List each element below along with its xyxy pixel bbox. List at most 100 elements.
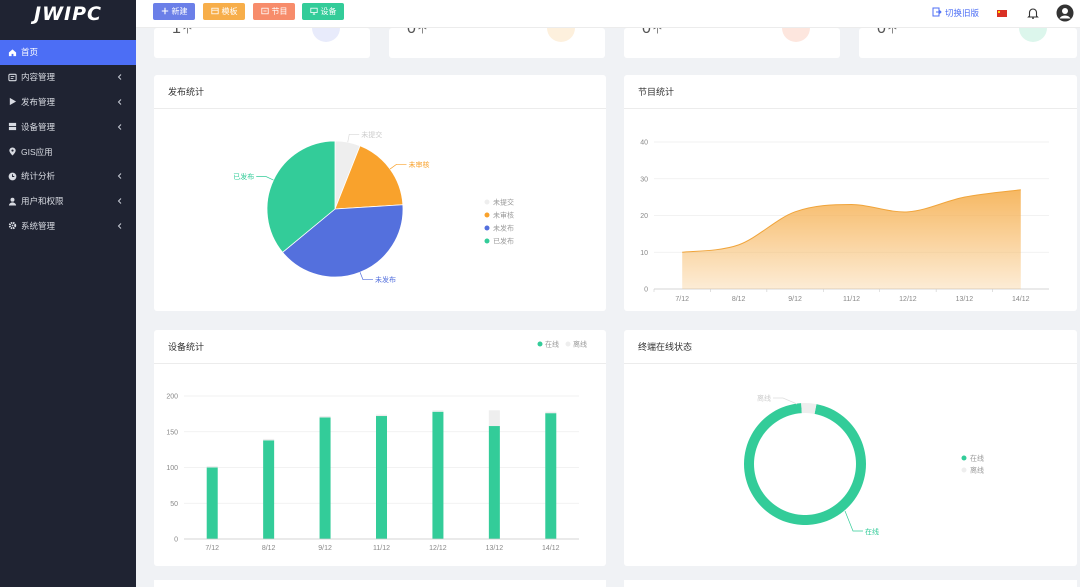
donut-label: 在线 [865,527,879,536]
pie-label: 未发布 [375,275,396,284]
legend-label: 在线 [970,454,984,463]
legend-marker [484,212,490,218]
pie-slice-3 [282,204,404,278]
next-panel-strip [624,580,1077,587]
sidebar-item-6[interactable]: 统计分析 [0,164,136,189]
play-icon [7,97,17,107]
x-tick-label: 14/12 [542,545,560,552]
donut-label-line [773,397,798,405]
pie-label: 已发布 [233,172,254,181]
stat-deco-icon [1019,28,1047,42]
x-tick-label: 14/12 [1012,296,1030,303]
y-tick-label: 150 [166,429,178,436]
stat-deco-icon [547,28,575,42]
y-tick-label: 0 [644,287,648,294]
clock-icon [7,171,17,181]
chevron-left-icon [116,98,124,106]
y-tick-label: 0 [174,537,178,544]
legend-label: 未发布 [493,224,514,233]
legend-label: 未审核 [493,211,514,220]
bar-online-5 [432,411,444,539]
switch-old-version-link[interactable]: 切换旧版 [932,7,979,19]
y-tick-label: 100 [166,465,178,472]
legend-marker [484,225,490,231]
sidebar-item-1[interactable]: 首页 [0,40,136,65]
device-icon [7,122,17,132]
pie-label: 未审核 [408,160,429,169]
panel-title: 终端在线状态 [624,330,1077,364]
stat-deco-icon [782,28,810,42]
program-icon [260,7,269,17]
pie-label-line [256,176,274,181]
donut-label: 离线 [757,394,771,403]
plus-icon [161,7,169,17]
x-tick-label: 9/12 [318,545,332,552]
y-tick-label: 30 [640,176,648,183]
program-button-label: 节目 [271,7,288,16]
legend-marker [961,455,967,461]
legend-label: 未提交 [493,198,514,207]
x-tick-label: 7/12 [675,296,689,303]
bar-online-7 [545,413,557,539]
area-line [682,189,1021,253]
switch-old-version-label: 切换旧版 [945,8,980,18]
sidebar-item-7[interactable]: 用户和权限 [0,189,136,214]
bar-online-2 [263,440,275,539]
gear-icon [7,221,17,231]
legend-marker [484,238,490,244]
chevron-left-icon [116,197,124,205]
x-tick-label: 11/12 [373,545,390,552]
sidebar-item-label: 设备管理 [21,121,56,132]
sidebar-item-5[interactable]: GIS应用 [0,139,136,164]
template-button[interactable]: 模板 [203,3,245,20]
pie-label-line [389,163,407,170]
y-tick-label: 10 [640,250,648,257]
user-avatar-icon[interactable] [1056,4,1074,22]
sidebar-item-2[interactable]: 内容管理 [0,65,136,90]
device-button-label: 设备 [320,7,337,16]
new-button[interactable]: 新建 [153,3,195,20]
bar-online-4 [376,416,387,539]
bar-offline-1 [206,466,218,468]
x-tick-label: 9/12 [788,296,802,303]
bell-icon[interactable] [1026,6,1040,20]
home-icon [7,47,17,57]
language-flag-icon[interactable] [997,10,1007,17]
sidebar-item-label: 内容管理 [21,72,56,83]
sidebar-item-4[interactable]: 设备管理 [0,114,136,139]
sidebar-item-3[interactable]: 发布管理 [0,90,136,115]
device-button[interactable]: 设备 [302,3,344,20]
legend-marker [537,341,543,347]
monitor-icon [309,7,318,17]
program-button[interactable]: 节目 [253,3,295,20]
bar-offline-5 [432,410,444,412]
panel-title: 发布统计 [154,75,606,109]
donut-label-line [844,510,863,532]
exit-icon [932,7,942,19]
pie-label: 未提交 [361,130,382,139]
program-stats-panel: 节目统计 0 10 20 30 40 7/12 8/12 9/12 11/12 12/12 13/1… [624,75,1077,311]
sidebar-item-label: 统计分析 [21,171,56,182]
sidebar-menu: 首页内容管理发布管理设备管理 GIS应用统计分析用户和权限 系统管理 [0,40,136,238]
user-icon [7,196,17,206]
terminal-status-panel: 终端在线状态 在线 离线 在线 离线 [624,330,1077,566]
x-tick-label: 8/12 [262,545,276,552]
x-tick-label: 12/12 [429,545,447,552]
bar-offline-6 [488,410,500,427]
pie-slice-4 [266,140,336,253]
pie-label-line [359,272,373,281]
x-tick-label: 13/12 [956,296,974,303]
sidebar-item-8[interactable]: 系统管理 [0,214,136,239]
legend-label: 离线 [573,340,587,349]
area-fill [682,189,1021,289]
legend-marker [484,199,490,205]
location-pin-icon [7,147,17,157]
sidebar-item-label: 发布管理 [21,96,56,107]
